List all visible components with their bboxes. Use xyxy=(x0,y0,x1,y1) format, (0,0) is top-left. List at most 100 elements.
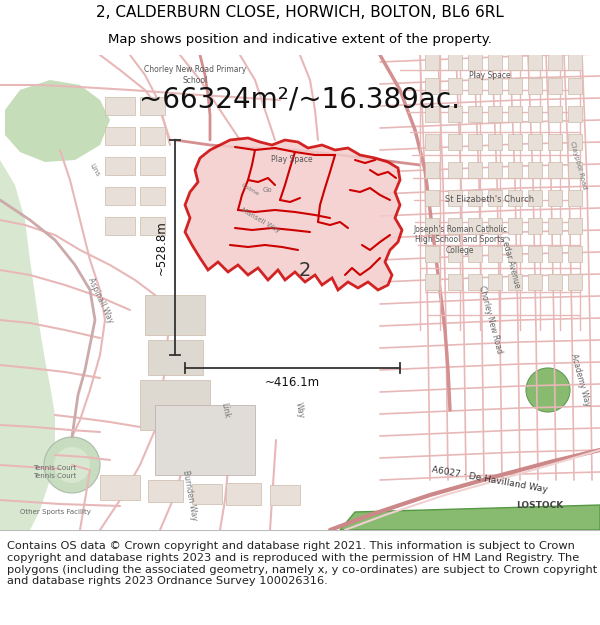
Text: Go: Go xyxy=(262,187,272,193)
Bar xyxy=(548,134,562,150)
Bar xyxy=(548,218,562,234)
Bar xyxy=(508,54,522,70)
Text: Map shows position and indicative extent of the property.: Map shows position and indicative extent… xyxy=(108,33,492,46)
Bar xyxy=(155,405,255,475)
Text: St Elizabeth's Church: St Elizabeth's Church xyxy=(445,196,535,204)
Bar xyxy=(468,190,482,206)
Bar xyxy=(548,190,562,206)
Circle shape xyxy=(44,437,100,493)
Text: Claypool Road: Claypool Road xyxy=(569,141,587,189)
Bar xyxy=(528,134,542,150)
Bar xyxy=(528,218,542,234)
Bar xyxy=(448,190,462,206)
Text: 2: 2 xyxy=(299,261,311,279)
Bar xyxy=(548,162,562,178)
Bar xyxy=(548,246,562,262)
Bar xyxy=(568,54,582,70)
Bar xyxy=(468,274,482,290)
Text: Joseph's Roman Catholic
High School and Sports
College: Joseph's Roman Catholic High School and … xyxy=(413,225,507,255)
Bar xyxy=(508,162,522,178)
Bar xyxy=(528,162,542,178)
Bar xyxy=(425,78,439,94)
Bar xyxy=(488,162,502,178)
Bar xyxy=(448,274,462,290)
Bar xyxy=(448,54,462,70)
Bar xyxy=(140,217,165,235)
Bar xyxy=(568,106,582,122)
Bar xyxy=(468,162,482,178)
Circle shape xyxy=(526,368,570,412)
Bar xyxy=(488,274,502,290)
Text: Chorley New Road: Chorley New Road xyxy=(476,285,503,355)
Bar xyxy=(425,162,439,178)
Bar xyxy=(488,134,502,150)
Bar xyxy=(468,54,482,70)
Text: Tennis Court
Tennis Court: Tennis Court Tennis Court xyxy=(34,466,77,479)
Text: Play Space: Play Space xyxy=(469,71,511,79)
Bar xyxy=(568,190,582,206)
Bar xyxy=(548,274,562,290)
Bar xyxy=(468,218,482,234)
Bar xyxy=(528,54,542,70)
Bar xyxy=(508,218,522,234)
Bar xyxy=(140,127,165,145)
Bar xyxy=(425,134,439,150)
Text: Way: Way xyxy=(294,401,306,419)
Bar xyxy=(508,274,522,290)
Polygon shape xyxy=(340,505,600,530)
Bar xyxy=(448,246,462,262)
Circle shape xyxy=(54,447,90,483)
Text: Colme: Colme xyxy=(240,183,260,197)
Bar xyxy=(140,97,165,115)
Text: Contains OS data © Crown copyright and database right 2021. This information is : Contains OS data © Crown copyright and d… xyxy=(7,541,598,586)
Bar xyxy=(508,134,522,150)
Text: Cedar Avenue: Cedar Avenue xyxy=(499,235,521,289)
Bar xyxy=(192,484,222,504)
Bar xyxy=(568,162,582,178)
Text: Lins: Lins xyxy=(89,162,101,177)
Bar xyxy=(105,127,135,145)
Bar xyxy=(448,162,462,178)
Bar xyxy=(468,134,482,150)
Polygon shape xyxy=(185,138,402,290)
Bar xyxy=(140,187,165,205)
Bar xyxy=(528,246,542,262)
Bar xyxy=(448,218,462,234)
Bar xyxy=(488,106,502,122)
Bar xyxy=(468,106,482,122)
Bar xyxy=(270,485,300,505)
Text: ~66324m²/~16.389ac.: ~66324m²/~16.389ac. xyxy=(139,86,461,114)
Bar xyxy=(528,274,542,290)
Bar xyxy=(488,54,502,70)
Bar xyxy=(568,218,582,234)
Bar xyxy=(140,380,210,430)
Bar xyxy=(468,78,482,94)
Bar xyxy=(488,78,502,94)
Bar xyxy=(528,106,542,122)
Bar xyxy=(425,218,439,234)
Polygon shape xyxy=(5,80,110,162)
Bar xyxy=(148,480,183,502)
Bar xyxy=(488,218,502,234)
Text: LOSTOCK: LOSTOCK xyxy=(517,501,563,509)
Bar xyxy=(548,54,562,70)
Bar xyxy=(140,157,165,175)
Bar xyxy=(468,246,482,262)
Bar xyxy=(548,106,562,122)
Text: Play Space: Play Space xyxy=(271,156,313,164)
Bar xyxy=(528,190,542,206)
Text: A6027 · De Havilland Way: A6027 · De Havilland Way xyxy=(431,466,548,494)
Bar xyxy=(425,54,439,70)
Bar xyxy=(548,78,562,94)
Bar xyxy=(105,157,135,175)
Bar xyxy=(508,190,522,206)
Bar xyxy=(448,134,462,150)
Bar xyxy=(568,246,582,262)
Bar xyxy=(508,106,522,122)
Bar xyxy=(145,295,205,335)
Bar xyxy=(528,78,542,94)
Text: Other Sports Facility: Other Sports Facility xyxy=(20,509,91,515)
Bar xyxy=(105,97,135,115)
Bar xyxy=(148,340,203,375)
Bar xyxy=(105,187,135,205)
